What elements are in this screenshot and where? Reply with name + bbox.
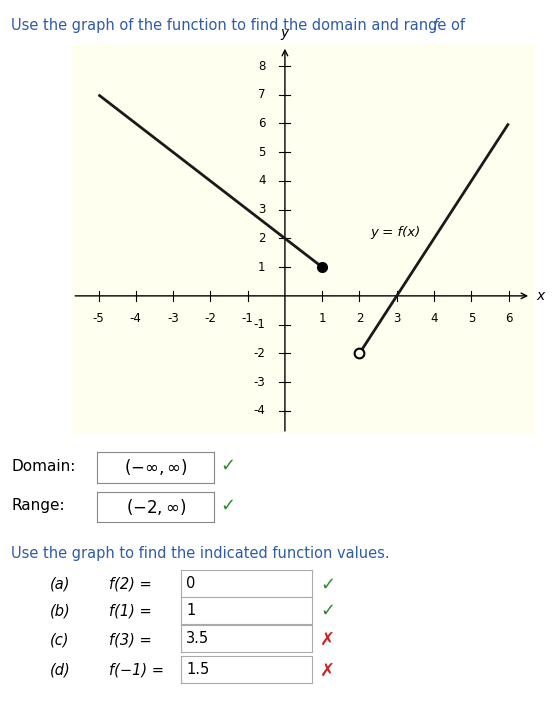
Text: (d): (d)	[50, 663, 71, 678]
Text: 7: 7	[258, 88, 266, 101]
Text: 2: 2	[258, 232, 266, 245]
Text: 5: 5	[468, 313, 475, 326]
Text: Use the graph of the function to find the domain and range of: Use the graph of the function to find th…	[11, 18, 470, 33]
Text: y: y	[281, 26, 289, 40]
Text: -4: -4	[130, 313, 141, 326]
Text: Use the graph to find the indicated function values.: Use the graph to find the indicated func…	[11, 546, 390, 561]
Text: f(−1) =: f(−1) =	[109, 663, 168, 678]
Text: -2: -2	[204, 313, 216, 326]
Text: Range:: Range:	[11, 498, 65, 513]
Text: (b): (b)	[50, 604, 71, 618]
Text: 0: 0	[186, 576, 196, 591]
Text: 1: 1	[319, 313, 326, 326]
Text: -3: -3	[167, 313, 179, 326]
Text: -5: -5	[92, 313, 104, 326]
Text: 2: 2	[356, 313, 363, 326]
Text: 1: 1	[258, 261, 266, 274]
Text: f(2) =: f(2) =	[109, 577, 156, 592]
Text: y = f(x): y = f(x)	[370, 226, 421, 239]
Text: 5: 5	[258, 146, 266, 158]
Text: (c): (c)	[50, 632, 70, 647]
Text: 3.5: 3.5	[186, 632, 209, 646]
Text: 8: 8	[258, 60, 266, 72]
Text: ✓: ✓	[320, 575, 335, 594]
Text: f(3) =: f(3) =	[109, 632, 156, 647]
Text: f: f	[433, 18, 438, 33]
Text: $(-2,\infty)$: $(-2,\infty)$	[126, 497, 186, 517]
Text: f(1) =: f(1) =	[109, 604, 156, 618]
Text: Domain:: Domain:	[11, 459, 76, 473]
Text: -2: -2	[253, 347, 266, 360]
Text: 3: 3	[393, 313, 400, 326]
Text: 1.5: 1.5	[186, 663, 209, 677]
Text: ✗: ✗	[320, 661, 335, 680]
Text: x: x	[536, 289, 545, 303]
Text: 6: 6	[258, 117, 266, 130]
Text: -1: -1	[253, 318, 266, 331]
Text: ✓: ✓	[220, 496, 235, 515]
Text: 1: 1	[186, 603, 196, 617]
Text: (a): (a)	[50, 577, 71, 592]
Text: $(-\infty,\infty)$: $(-\infty,\infty)$	[124, 457, 188, 478]
Text: -4: -4	[253, 404, 266, 417]
Text: -1: -1	[242, 313, 253, 326]
Text: 3: 3	[258, 203, 266, 216]
Text: ✓: ✓	[220, 457, 235, 475]
Text: 6: 6	[505, 313, 512, 326]
Text: -3: -3	[254, 376, 266, 389]
Text: 4: 4	[258, 174, 266, 187]
Text: 4: 4	[431, 313, 438, 326]
Text: ✗: ✗	[320, 630, 335, 649]
Text: ✓: ✓	[320, 602, 335, 620]
